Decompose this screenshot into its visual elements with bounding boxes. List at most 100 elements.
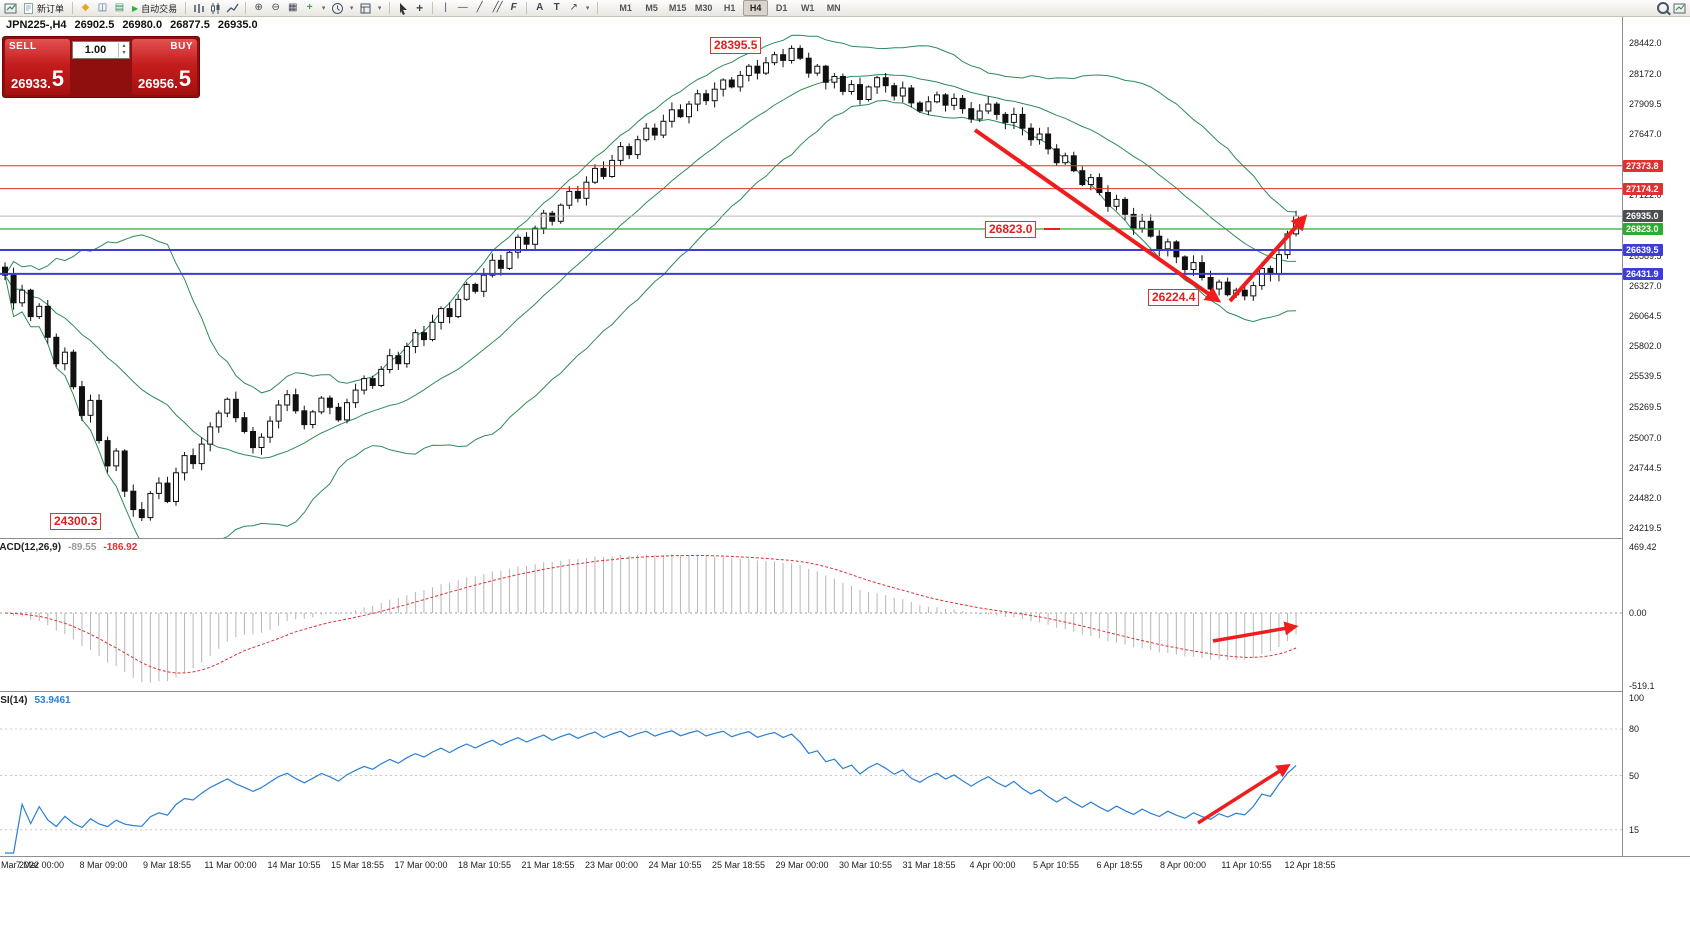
ohlc-close: 26935.0 [217, 19, 258, 31]
terminal-icon[interactable]: ▤ [114, 2, 125, 13]
timeframe-button-w1[interactable]: W1 [800, 3, 815, 13]
top-toolbar: 新订单 ◆ ◫ ▤ ▶ 自动交易 ⊕ ⊖ ▦ + ▾ ▾ ▾ [0, 0, 1690, 17]
time-axis-label: 15 Mar 18:55 [330, 860, 385, 870]
timeframe-button-h4[interactable]: H4 [743, 0, 769, 16]
indicators-icon[interactable]: + [306, 2, 313, 13]
sell-label: SELL [9, 41, 37, 52]
panel-splitter[interactable] [0, 691, 1690, 692]
chart-window-icon[interactable] [3, 1, 18, 15]
price-annotation[interactable]: 24300.3 [50, 513, 102, 530]
time-axis-label: 30 Mar 10:55 [838, 860, 893, 870]
buy-button[interactable]: BUY 26956. 5 [132, 39, 197, 95]
time-axis-label: 11 Mar 00:00 [204, 860, 257, 870]
autotrading-button[interactable]: ▶ 自动交易 [129, 1, 180, 15]
macd-value-main: -89.55 [68, 542, 97, 553]
rsi-axis-label: 80 [1629, 724, 1640, 734]
toolbar-separator [185, 2, 187, 14]
timeframe-button-h1[interactable]: H1 [723, 3, 736, 13]
trend-arrow[interactable] [973, 128, 1222, 303]
buy-price: 26956. 5 [137, 68, 191, 91]
price-annotation[interactable]: 26823.0 [985, 221, 1037, 238]
channel-icon[interactable]: ╱╱ [492, 2, 503, 13]
arrows-dropdown-icon[interactable]: ▾ [585, 4, 590, 12]
rsi-value: 53.9461 [34, 695, 71, 706]
time-axis-label: 8 Mar 09:00 [79, 860, 128, 870]
price-badge: 26823.0 [1623, 223, 1663, 235]
vertical-line-icon[interactable]: | [444, 2, 447, 13]
timeframe-button-d1[interactable]: D1 [775, 3, 788, 13]
volume-spinner[interactable]: ▴ ▾ [118, 43, 129, 57]
timeframe-button-m15[interactable]: M15 [668, 3, 687, 13]
trendline-icon[interactable]: ╱ [476, 2, 483, 13]
trend-arrow[interactable] [1228, 214, 1308, 303]
new-chart-glyph [1673, 3, 1686, 13]
text-tool-icon[interactable]: A [536, 2, 544, 13]
templates-icon[interactable] [358, 1, 373, 15]
search-glyph [1656, 2, 1669, 14]
volume-down-icon[interactable]: ▾ [122, 50, 126, 56]
new-order-icon [24, 2, 33, 14]
templates-glyph [360, 3, 371, 13]
price-axis-label: 28172.0 [1629, 69, 1662, 79]
ohlc-high: 26980.0 [122, 19, 163, 31]
horizontal-line-icon[interactable]: — [457, 2, 468, 13]
indicators-dropdown-icon[interactable]: ▾ [321, 4, 326, 12]
price-badge: 26935.0 [1623, 210, 1663, 222]
arrows-tool-icon[interactable]: ↗ [569, 2, 578, 13]
timeframe-button-m5[interactable]: M5 [645, 3, 658, 13]
chart-line-icon[interactable] [225, 1, 240, 15]
label-tool-icon[interactable]: T [553, 2, 560, 13]
panel-splitter[interactable] [0, 538, 1690, 539]
toolbar-separator [432, 2, 434, 14]
symbol-period-label: JPN225-,H4 [6, 19, 67, 31]
price-badge: 27174.2 [1623, 183, 1663, 195]
timeframe-button-m1[interactable]: M1 [619, 3, 632, 13]
bollinger-band-line [4, 34, 1297, 394]
sell-price-main: 26933. [10, 76, 51, 91]
buy-price-main: 26956. [137, 76, 178, 91]
chart-bars-icon[interactable] [191, 1, 206, 15]
time-axis-label: 17 Mar 00:00 [394, 860, 448, 870]
new-chart-icon[interactable] [1672, 1, 1687, 15]
zoom-in-icon[interactable]: ⊕ [254, 2, 263, 13]
macd-indicator-pane[interactable] [0, 539, 1622, 691]
time-axis-label: 24 Mar 10:55 [648, 860, 702, 870]
chart-candles-icon[interactable] [208, 1, 223, 15]
navigator-icon[interactable]: ◫ [97, 2, 108, 13]
time-axis-label: 23 Mar 00:00 [584, 860, 639, 870]
periods-icon[interactable] [330, 1, 345, 15]
rsi-axis-label: 50 [1629, 770, 1640, 781]
time-axis-label: 29 Mar 00:00 [775, 860, 829, 870]
metaquotes-icon[interactable]: ◆ [81, 2, 90, 13]
price-annotation[interactable]: 28395.5 [710, 37, 762, 54]
time-axis-label: 8 Apr 00:00 [1159, 860, 1207, 870]
templates-dropdown-icon[interactable]: ▾ [377, 4, 382, 12]
timeframe-button-m30[interactable]: M30 [694, 3, 713, 13]
ohlc-low: 26877.5 [170, 19, 210, 31]
tile-windows-icon[interactable]: ▦ [287, 2, 298, 13]
volume-input[interactable]: 1.00 ▴ ▾ [72, 41, 130, 59]
volume-up-icon[interactable]: ▴ [122, 43, 126, 49]
price-badge: 27373.8 [1623, 160, 1663, 172]
timeframe-button-mn[interactable]: MN [826, 3, 841, 13]
price-annotation[interactable]: 26224.4 [1148, 289, 1200, 306]
price-axis-label: 24744.5 [1629, 462, 1662, 473]
cursor-icon[interactable] [395, 1, 410, 15]
zoom-out-icon[interactable]: ⊖ [271, 2, 280, 13]
search-icon[interactable] [1655, 1, 1670, 15]
rsi-indicator-pane[interactable] [0, 692, 1622, 856]
macd-signal-line [4, 554, 1297, 674]
periods-dropdown-icon[interactable]: ▾ [349, 4, 354, 12]
price-axis-label: 26064.5 [1629, 311, 1662, 322]
main-price-chart[interactable] [0, 17, 1622, 538]
macd-axis-label: -519.1 [1629, 680, 1655, 691]
sell-price-big: 5 [51, 66, 64, 91]
trend-arrow[interactable] [1197, 763, 1291, 825]
fibonacci-icon[interactable]: F [510, 2, 517, 13]
price-axis-label: 24219.5 [1629, 523, 1662, 533]
trend-arrow[interactable] [1212, 621, 1299, 643]
sell-button[interactable]: SELL 26933. 5 [5, 39, 70, 95]
new-order-button[interactable]: 新订单 [20, 1, 67, 15]
crosshair-icon[interactable]: + [416, 1, 424, 15]
